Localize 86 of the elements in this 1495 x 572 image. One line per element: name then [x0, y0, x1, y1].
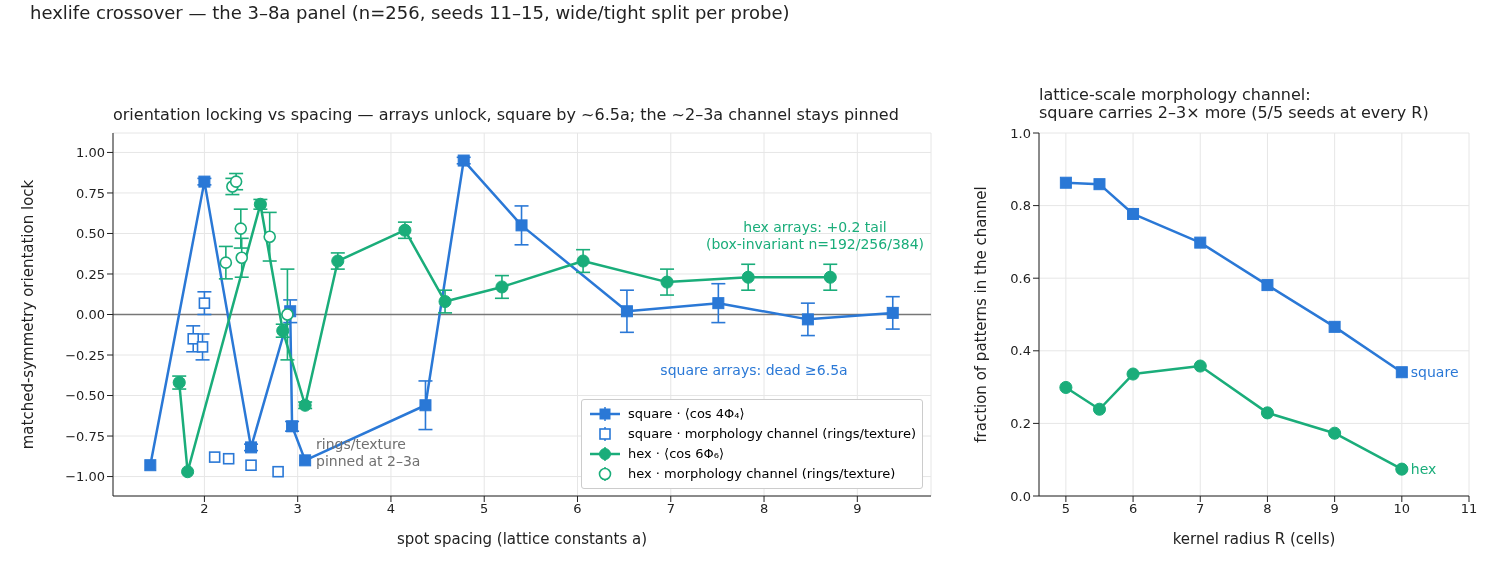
y-tick-label: 0.50	[76, 226, 105, 242]
x-tick-label: 8	[759, 501, 769, 517]
x-tick-label: 10	[1393, 501, 1411, 517]
x-tick-label: 2	[200, 501, 209, 517]
series-label: square	[1410, 364, 1459, 381]
chart-title: lattice-scale morphology channel: square carries 2–3× more (5/5 seeds at every R)	[1039, 85, 1429, 123]
chart-subtitle: orientation locking vs spacing — arrays unlock, square by ~6.5a; the ~2–3a channel stays pinned	[113, 105, 899, 124]
x-tick-label: 11	[1460, 501, 1478, 517]
point	[712, 297, 725, 310]
annotation: hex arrays: +0.2 tail (box-invariant n=192/256/384)	[705, 219, 925, 253]
annotation: square arrays: dead ≥6.5a	[660, 362, 848, 379]
point	[299, 454, 312, 467]
x-axis-title: kernel radius R (cells)	[1172, 530, 1336, 548]
y-tick-label: 1.0	[1010, 125, 1031, 141]
point	[741, 270, 755, 284]
y-tick-label: 0.4	[1010, 343, 1031, 359]
point	[1093, 178, 1106, 191]
legend-label: square · ⟨cos 4Φ₄⟩	[627, 405, 745, 423]
point	[187, 333, 200, 345]
point	[272, 465, 284, 478]
x-tick-label: 3	[293, 501, 302, 517]
point	[620, 305, 633, 318]
point	[263, 230, 276, 244]
point	[823, 270, 837, 284]
x-tick-label: 7	[666, 501, 675, 517]
point	[886, 306, 899, 319]
point	[298, 398, 312, 412]
x-tick-label: 9	[853, 501, 862, 517]
point	[144, 459, 157, 472]
point	[1126, 367, 1140, 381]
point	[181, 465, 195, 479]
point	[219, 256, 233, 269]
point	[245, 459, 257, 472]
x-axis-title: spot spacing (lattice constants a)	[396, 530, 648, 548]
series-label: hex	[1410, 461, 1437, 478]
point	[1193, 359, 1207, 373]
legend-label: hex · ⟨cos 6Φ₆⟩	[627, 445, 724, 463]
point	[1194, 236, 1207, 249]
point	[1127, 207, 1140, 220]
y-tick-label: −1.00	[65, 469, 105, 485]
x-tick-label: 5	[480, 501, 489, 517]
point	[235, 251, 249, 265]
x-tick-label: 6	[573, 501, 582, 517]
x-tick-label: 9	[1330, 501, 1339, 517]
x-tick-label: 6	[1128, 501, 1138, 517]
point	[198, 297, 211, 309]
y-tick-label: −0.75	[65, 428, 105, 444]
point	[1059, 380, 1073, 395]
y-tick-label: 1.00	[76, 145, 105, 161]
point	[576, 254, 590, 268]
y-tick-label: 0.75	[76, 185, 105, 201]
point	[234, 222, 248, 235]
point	[419, 399, 432, 412]
point	[1395, 366, 1408, 379]
legend-label: hex · morphology channel (rings/texture)	[627, 465, 896, 483]
point	[660, 275, 674, 289]
point	[495, 280, 509, 294]
y-axis-title: fraction of patterns in the channel	[972, 186, 990, 443]
point	[196, 341, 209, 353]
y-tick-label: 0.6	[1010, 270, 1031, 286]
x-tick-label: 8	[1263, 501, 1272, 517]
x-tick-label: 4	[386, 501, 396, 517]
chart-title: hexlife crossover — the 3–8a panel (n=256, seeds 11–15, wide/tight split per probe)	[30, 2, 790, 23]
point	[222, 452, 235, 465]
legend-label: square · morphology channel (rings/texture)	[627, 425, 916, 443]
y-tick-label: 0.25	[76, 266, 105, 282]
y-tick-label: 0.2	[1010, 416, 1031, 432]
point	[438, 294, 452, 309]
point	[801, 313, 814, 326]
point	[1328, 320, 1341, 333]
y-axis-title: matched-symmetry orientation lock	[19, 179, 37, 450]
y-tick-label: 0.8	[1010, 198, 1031, 214]
x-tick-label: 7	[1196, 501, 1205, 517]
y-tick-label: −0.50	[65, 388, 105, 404]
point	[1092, 402, 1107, 416]
point	[1328, 426, 1342, 440]
point	[1261, 279, 1274, 292]
y-tick-label: −0.25	[65, 347, 105, 363]
y-tick-label: 0.00	[76, 307, 105, 323]
point	[1395, 462, 1409, 476]
point	[515, 219, 528, 232]
point	[1059, 176, 1072, 189]
y-tick-label: 0.0	[1010, 488, 1031, 504]
point	[208, 451, 221, 463]
x-tick-label: 5	[1061, 501, 1071, 517]
point	[1260, 406, 1274, 420]
